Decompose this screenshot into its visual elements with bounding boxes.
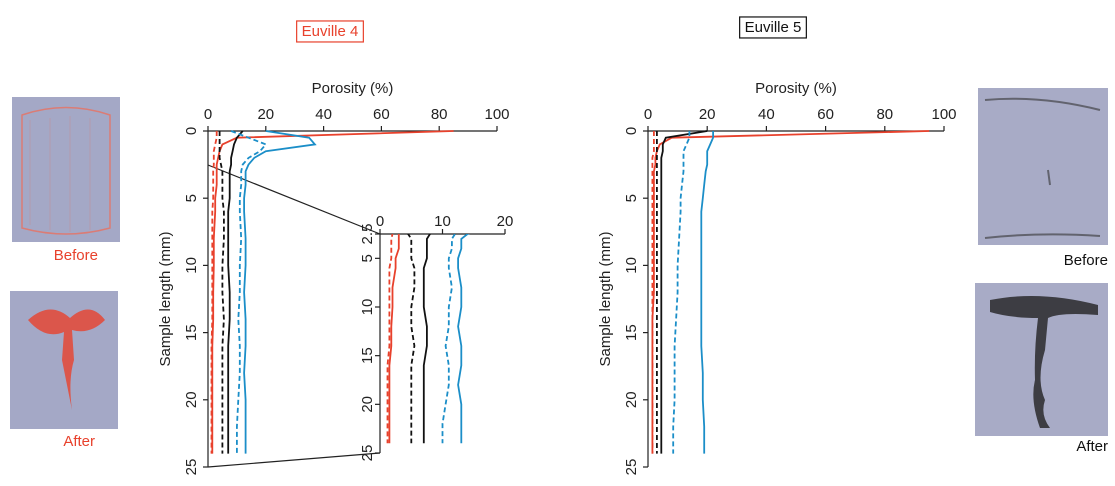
y-tick-label: 2.5 — [359, 224, 376, 245]
x-tick-label: 40 — [315, 106, 332, 123]
x-tick-label: 20 — [699, 106, 716, 123]
porosity-profile — [672, 131, 691, 454]
y-tick-label: 0 — [183, 127, 200, 135]
porosity-profile — [211, 130, 454, 454]
x-tick-label: 0 — [644, 106, 652, 123]
y-tick-label: 10 — [359, 299, 376, 316]
sample-image-after — [10, 291, 118, 429]
image-label: After — [63, 433, 95, 450]
porosity-profile — [386, 234, 394, 444]
y-tick-label: 5 — [623, 194, 640, 202]
title-box — [739, 16, 807, 39]
x-tick-label: 0 — [204, 106, 212, 123]
image-label: After — [1076, 438, 1108, 455]
y-tick-label: 5 — [183, 194, 200, 202]
porosity-profile — [407, 234, 416, 444]
y-axis-label: Sample length (mm) — [597, 231, 614, 366]
x-tick-label: 100 — [484, 106, 509, 123]
porosity-profile — [422, 234, 431, 444]
y-tick-label: 10 — [183, 257, 200, 274]
porosity-profile — [227, 130, 244, 454]
x-tick-label: 20 — [257, 106, 274, 123]
y-axis-label: Sample length (mm) — [157, 231, 174, 366]
y-tick-label: 10 — [623, 257, 640, 274]
chart-title: Euville 5 — [745, 19, 802, 36]
porosity-profile — [218, 131, 225, 454]
x-tick-label: 80 — [431, 106, 448, 123]
y-tick-label: 20 — [623, 391, 640, 408]
y-tick-label: 20 — [183, 391, 200, 408]
y-tick-label: 5 — [359, 254, 376, 262]
porosity-profile — [700, 131, 714, 454]
porosity-profile — [660, 130, 708, 454]
y-tick-label: 0 — [623, 127, 640, 135]
y-tick-label: 15 — [623, 324, 640, 341]
x-tick-label: 40 — [758, 106, 775, 123]
porosity-profile — [243, 130, 317, 454]
title-box — [296, 20, 364, 43]
x-tick-label: 100 — [931, 106, 956, 123]
x-tick-label: 20 — [497, 213, 514, 230]
chart-title: Euville 4 — [302, 23, 359, 40]
y-tick-label: 15 — [359, 347, 376, 364]
x-tick-label: 80 — [876, 106, 893, 123]
x-axis-label: Porosity (%) — [312, 80, 394, 97]
zoom-connector — [207, 164, 381, 235]
porosity-profile — [388, 234, 400, 444]
x-tick-label: 60 — [373, 106, 390, 123]
y-tick-label: 20 — [359, 396, 376, 413]
porosity-profile — [210, 131, 218, 454]
porosity-profile — [441, 234, 458, 444]
image-label: Before — [1064, 252, 1108, 269]
y-tick-label: 25 — [183, 459, 200, 476]
porosity-profile — [651, 130, 930, 454]
y-tick-label: 25 — [359, 445, 376, 462]
x-tick-label: 60 — [817, 106, 834, 123]
zoom-connector — [207, 452, 381, 468]
x-tick-label: 10 — [434, 213, 451, 230]
porosity-profile — [457, 234, 470, 444]
image-label: Before — [54, 247, 98, 264]
x-tick-label: 0 — [376, 213, 384, 230]
sample-image-after — [975, 283, 1108, 436]
porosity-profile — [651, 131, 655, 454]
sample-image-before — [12, 97, 120, 242]
porosity-profile — [230, 130, 268, 454]
y-tick-label: 15 — [183, 324, 200, 341]
y-tick-label: 25 — [623, 459, 640, 476]
x-axis-label: Porosity (%) — [755, 80, 837, 97]
sample-image-before — [978, 88, 1108, 245]
